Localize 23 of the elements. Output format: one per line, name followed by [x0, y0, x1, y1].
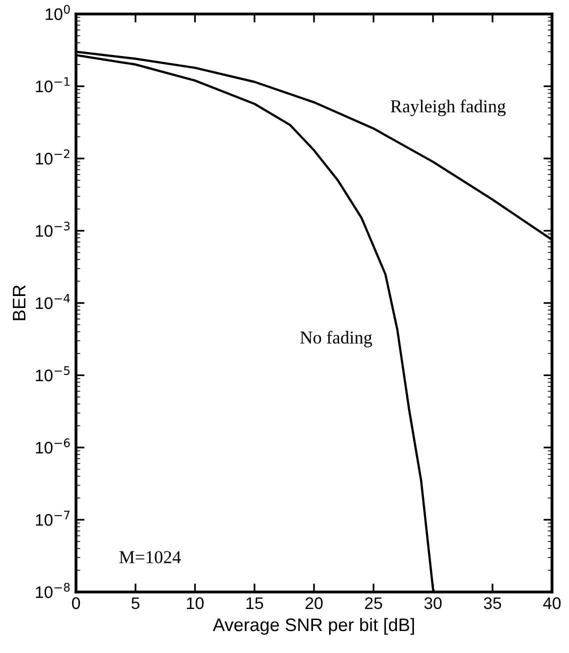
y-tick-label: 10$^{−6}$: [36, 438, 70, 454]
y-tick-label: 10$^{−2}$: [36, 149, 70, 165]
series-label: No fading: [300, 330, 372, 348]
legend-label: Rayleigh fading: [390, 100, 506, 116]
annotation: M=1024: [119, 551, 181, 564]
y-tick-label: 10$^{−3}$: [36, 222, 70, 237]
x-tick-label: 20: [306, 597, 323, 610]
y-tick-label: 10$^{−5}$: [36, 366, 70, 382]
y-tick-label: 10$^{−1}$: [36, 77, 70, 92]
x-tick-label: 30: [424, 597, 442, 610]
x-tick-label: 5: [132, 597, 140, 610]
y-tick-label: 10$^{0}$: [46, 4, 70, 20]
y-axis-title: BER: [12, 285, 26, 320]
y-tick-label: 10$^{−4}$: [36, 294, 70, 310]
x-tick-label: 0: [72, 597, 80, 610]
y-tick-label: 10$^{−8}$: [36, 582, 70, 598]
x-tick-label: 35: [484, 597, 502, 610]
x-axis-title: Average SNR per bit [dB]: [212, 618, 414, 635]
x-tick-label: 40: [543, 597, 561, 610]
x-tick-label: 10: [187, 597, 204, 610]
x-tick-label: 25: [365, 597, 382, 610]
x-tick-label: 15: [246, 597, 264, 610]
y-tick-label: 10$^{−7}$: [36, 510, 70, 526]
